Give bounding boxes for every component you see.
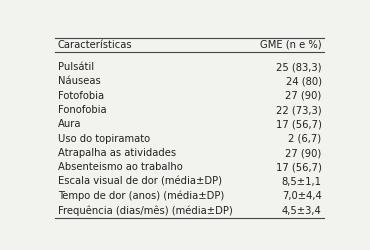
Text: 27 (90): 27 (90) [285,91,322,101]
Text: 17 (56,7): 17 (56,7) [276,120,322,130]
Text: Escala visual de dor (média±DP): Escala visual de dor (média±DP) [58,177,222,187]
Text: 17 (56,7): 17 (56,7) [276,162,322,172]
Text: 4,5±3,4: 4,5±3,4 [282,206,322,216]
Text: 7,0±4,4: 7,0±4,4 [282,191,322,201]
Text: 27 (90): 27 (90) [285,148,322,158]
Text: Atrapalha as atividades: Atrapalha as atividades [58,148,176,158]
Text: Características: Características [58,40,132,50]
Text: Náuseas: Náuseas [58,76,101,86]
Text: Tempo de dor (anos) (média±DP): Tempo de dor (anos) (média±DP) [58,191,224,202]
Text: Uso do topiramato: Uso do topiramato [58,134,150,144]
Text: 25 (83,3): 25 (83,3) [276,62,322,72]
Text: Pulsátil: Pulsátil [58,62,94,72]
Text: Fonofobia: Fonofobia [58,105,106,115]
Text: 8,5±1,1: 8,5±1,1 [282,177,322,187]
Text: Frequência (dias/mês) (média±DP): Frequência (dias/mês) (média±DP) [58,205,232,216]
Text: Absenteismo ao trabalho: Absenteismo ao trabalho [58,162,182,172]
Text: GME (n e %): GME (n e %) [260,40,322,50]
Text: 24 (80): 24 (80) [286,76,322,86]
Text: 22 (73,3): 22 (73,3) [276,105,322,115]
Text: Aura: Aura [58,120,81,130]
Text: Fotofobia: Fotofobia [58,91,104,101]
Text: 2 (6,7): 2 (6,7) [288,134,322,144]
